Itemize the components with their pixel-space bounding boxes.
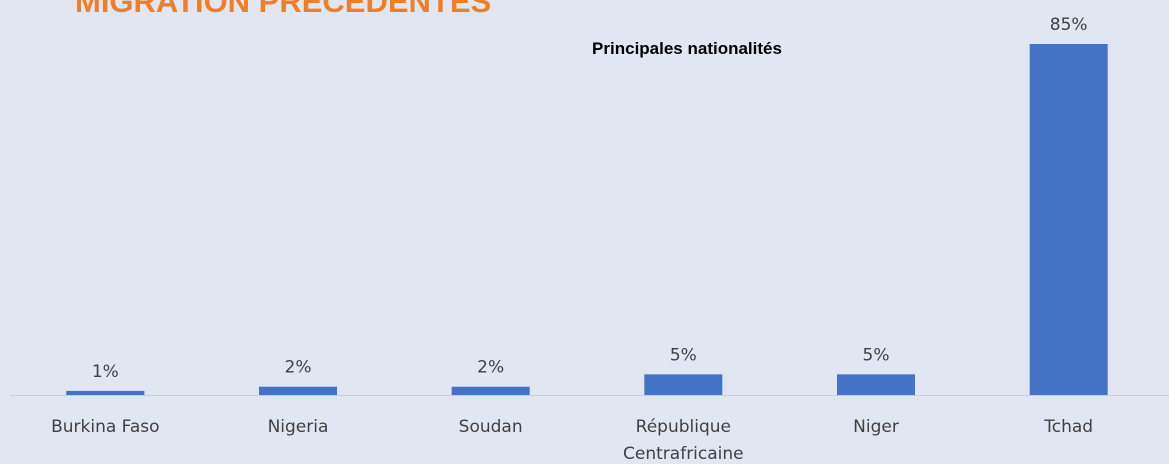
x-tick-label: Tchad — [1044, 417, 1094, 437]
value-label: 2% — [285, 358, 312, 378]
bar — [1029, 44, 1108, 395]
value-label: 5% — [863, 345, 890, 365]
x-tick-label: Soudan — [458, 417, 523, 437]
page-heading: MIGRATION PRÉCÉDENTES — [75, 0, 491, 19]
x-tick-label: Nigeria — [267, 417, 329, 437]
value-label: 85% — [1050, 15, 1088, 35]
x-tick-label: Niger — [853, 417, 899, 437]
x-tick-label: Burkina Faso — [51, 417, 160, 437]
chart-title: Principales nationalités — [592, 39, 782, 58]
bar — [837, 374, 915, 395]
bar — [644, 374, 723, 395]
x-tick-label: République Centrafricaine — [623, 417, 744, 464]
bar — [259, 386, 337, 395]
bar — [451, 386, 530, 395]
bar — [66, 390, 145, 395]
value-label: 5% — [670, 345, 697, 365]
value-label: 2% — [477, 358, 504, 378]
value-label: 1% — [92, 362, 119, 382]
